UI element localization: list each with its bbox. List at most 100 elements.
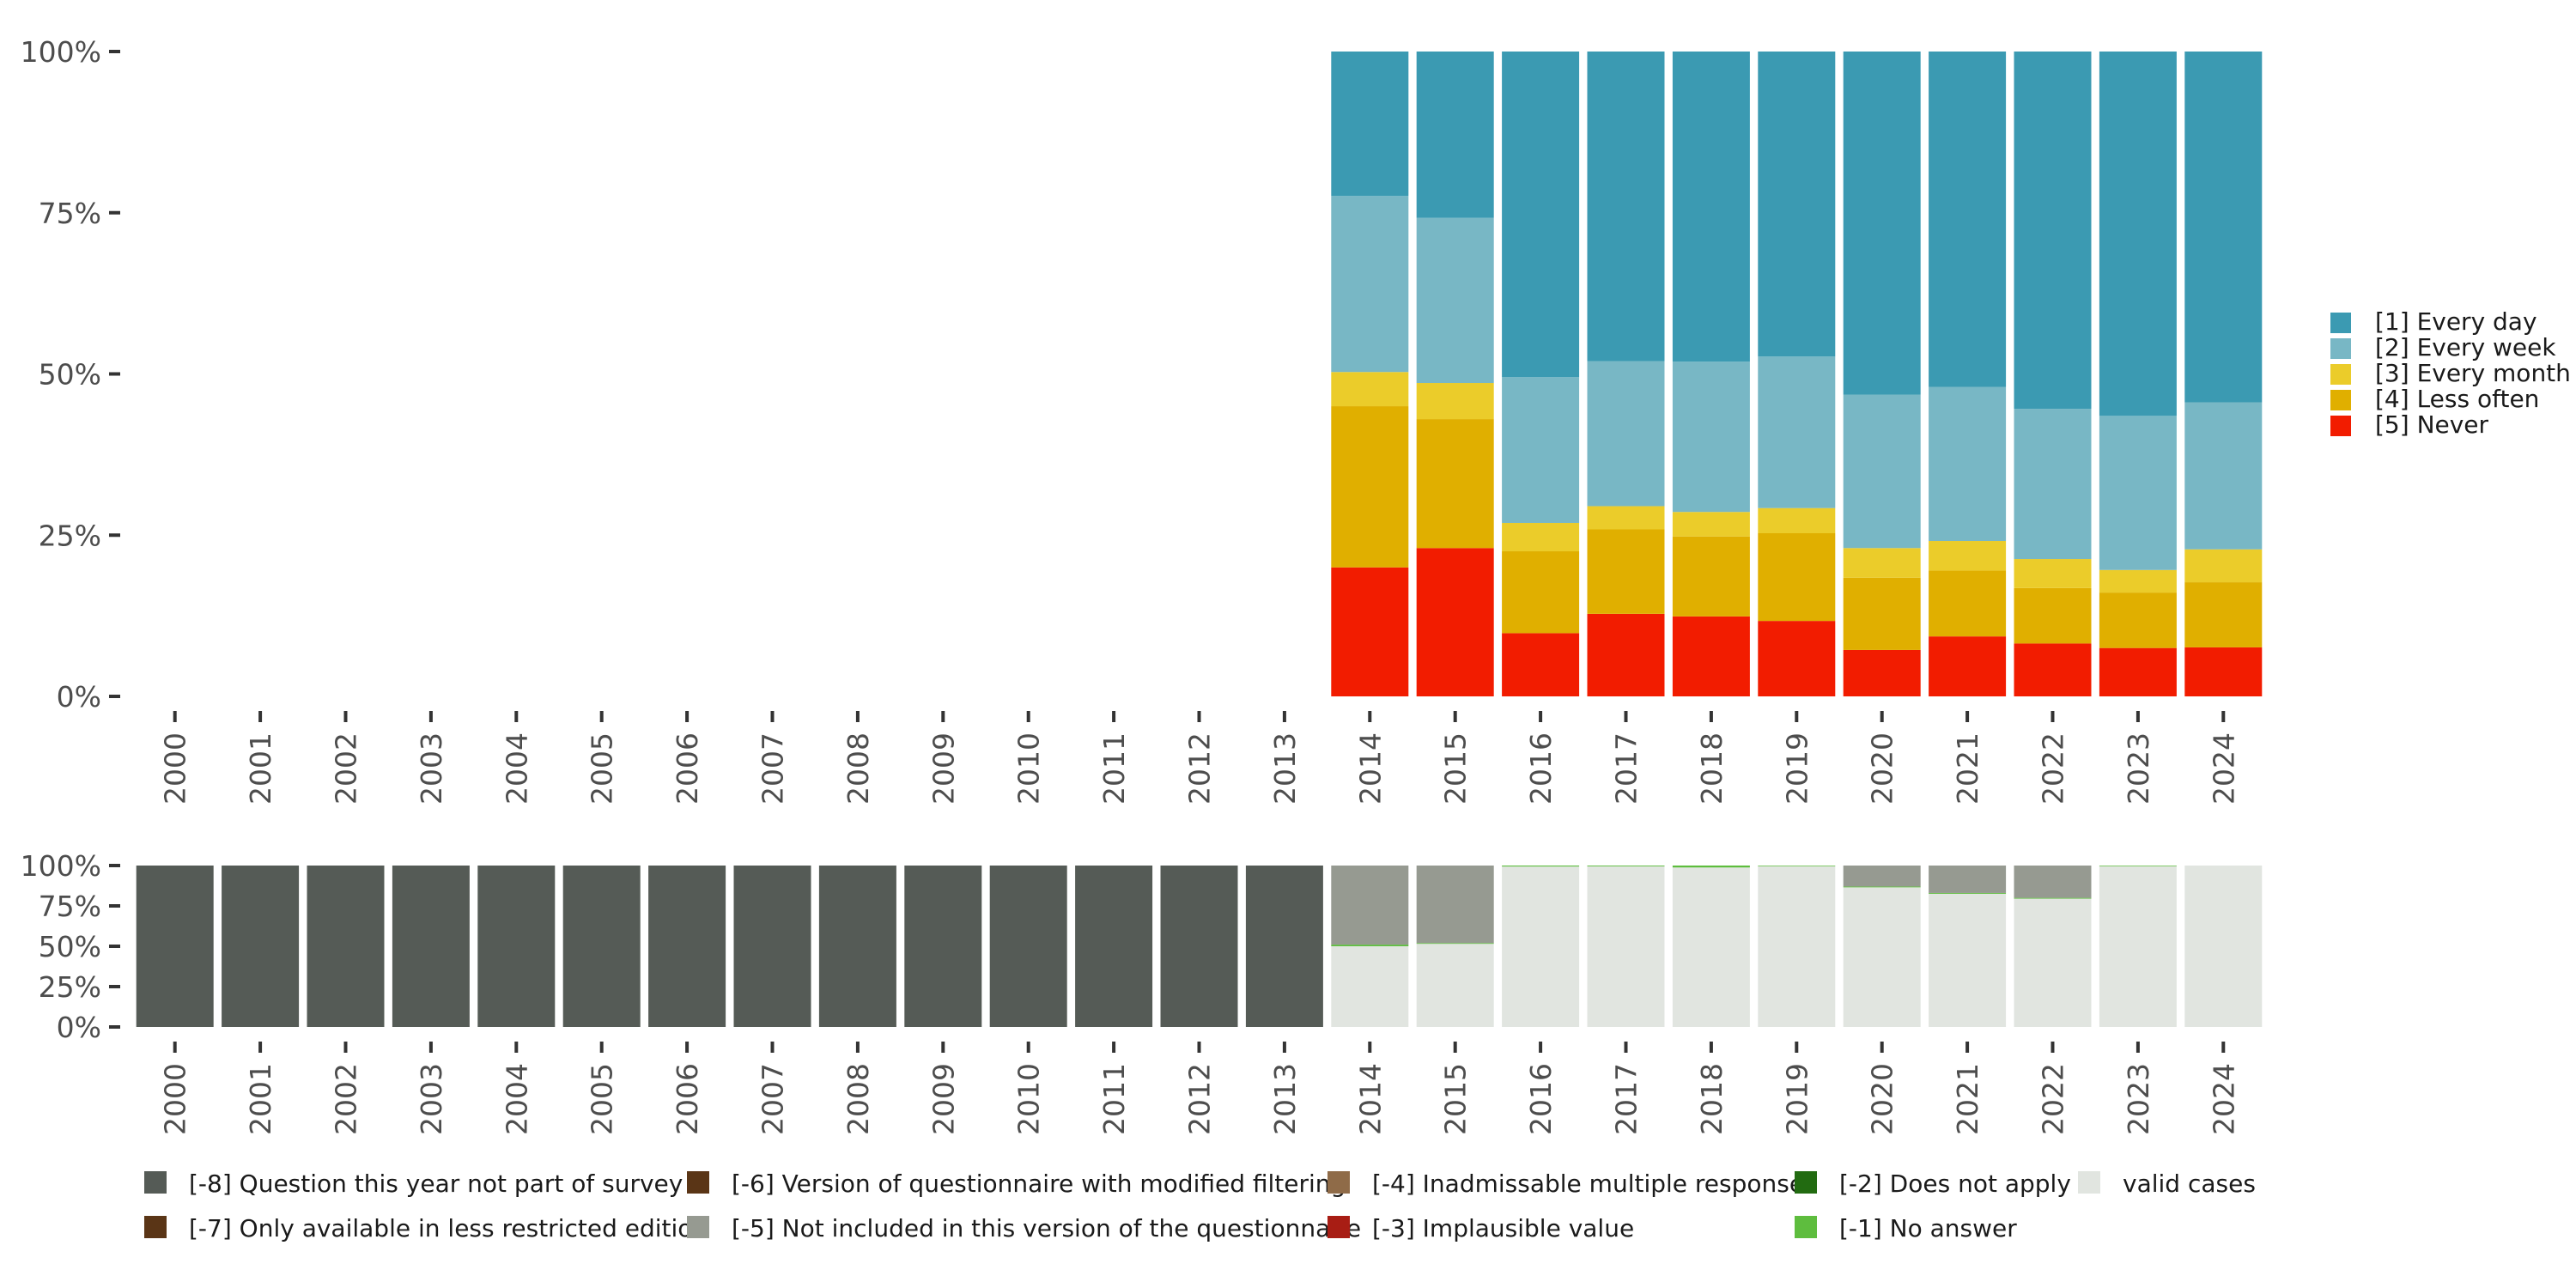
top-bar-segment [2184, 582, 2263, 647]
top-bar-segment [1843, 394, 1921, 549]
bottom-ytick-label: 75% [39, 890, 101, 923]
bottom-bar-segment [1416, 944, 1494, 1027]
top-xtick-label: 2006 [671, 732, 704, 805]
top-xtick-label: 2001 [244, 732, 277, 805]
top-bar-segment [1416, 383, 1494, 420]
bottom-legend: [-8] Question this year not part of surv… [144, 1170, 2256, 1242]
top-bar-segment [1758, 356, 1836, 508]
bottom-bar-segment [989, 866, 1067, 1027]
bottom-legend-label: [-1] No answer [1839, 1214, 2017, 1242]
bottom-xtick-label: 2000 [159, 1063, 192, 1135]
top-bar-segment [1416, 419, 1494, 549]
top-bar-segment [2184, 402, 2263, 550]
top-chart: 0% 25% 50% 75% 100% 2000 2001 2002 2003 2004 2005 2… [21, 35, 2263, 805]
bottom-bar-segment [1843, 866, 1921, 887]
bottom-chart: 0% 25% 50% 75% 100% 2000 2001 2002 2003 2004 2005 2… [21, 849, 2263, 1135]
top-bar-segment [1502, 522, 1580, 552]
bottom-legend-label: valid cases [2123, 1170, 2256, 1198]
top-xtick-label: 2016 [1524, 732, 1558, 805]
top-bar-segment [2014, 643, 2092, 696]
bottom-bar-segment [307, 866, 385, 1027]
bottom-xtick-label: 2024 [2207, 1063, 2240, 1135]
top-bar-segment [2184, 52, 2263, 403]
top-bar-segment [1929, 636, 2007, 696]
bottom-bar-segment [1331, 866, 1409, 945]
bottom-bar-segment [818, 866, 896, 1027]
bottom-bar-segment [1843, 886, 1921, 888]
bottom-bar-segment [1160, 866, 1238, 1027]
bottom-bar-segment [733, 866, 811, 1027]
bottom-legend-label: [-3] Implausible value [1372, 1214, 1634, 1242]
bottom-xtick-label: 2007 [756, 1063, 790, 1135]
top-xtick-label: 2018 [1695, 732, 1728, 805]
top-bar-segment [1929, 570, 2007, 637]
top-bar-segment [1502, 633, 1580, 696]
top-bar-segment [1587, 52, 1665, 361]
top-bar-segment [1331, 567, 1409, 696]
bottom-legend-swatch [144, 1171, 167, 1194]
top-bar-segment [1502, 377, 1580, 523]
bottom-xtick-label: 2003 [415, 1063, 448, 1135]
bottom-legend-label: [-7] Only available in less restricted e… [189, 1214, 708, 1242]
top-bar-segment [1587, 529, 1665, 614]
bottom-xtick-label: 2010 [1012, 1063, 1046, 1135]
top-bar-segment [1929, 52, 2007, 387]
top-bar-segment [1416, 217, 1494, 384]
bottom-legend-swatch [1795, 1216, 1817, 1238]
top-xtick-label: 2015 [1439, 732, 1473, 805]
bottom-legend-label: [-8] Question this year not part of surv… [189, 1170, 683, 1198]
top-xtick-label: 2000 [159, 732, 192, 805]
top-bar-segment [1758, 532, 1836, 622]
bottom-bar-segment [1929, 892, 2007, 894]
top-xtick-label: 2007 [756, 732, 790, 805]
bottom-bar-segment [1245, 866, 1323, 1027]
top-xtick-label: 2004 [500, 732, 533, 805]
top-bar-segment [2014, 559, 2092, 588]
top-bar-segment [1672, 536, 1750, 617]
top-bar-segment [1843, 548, 1921, 578]
top-legend-swatch [2330, 364, 2351, 385]
top-bar-segment [1331, 196, 1409, 373]
top-legend-swatch [2330, 313, 2351, 333]
top-bar-segment [1587, 613, 1665, 696]
bottom-xtick-label: 2005 [586, 1063, 619, 1135]
top-xtick-label: 2003 [415, 732, 448, 805]
top-bar-segment [2184, 549, 2263, 583]
bottom-bar-segment [1502, 866, 1580, 1027]
bottom-xtick-label: 2015 [1439, 1063, 1473, 1135]
top-xtick-label: 2020 [1866, 732, 1899, 805]
bottom-legend-swatch [687, 1216, 709, 1238]
bottom-xtick-label: 2001 [244, 1063, 277, 1135]
bottom-xtick-label: 2006 [671, 1063, 704, 1135]
bottom-bar-segment [1672, 867, 1750, 1027]
bottom-legend-label: [-5] Not included in this version of the… [732, 1214, 1361, 1242]
top-bar-segment [2099, 416, 2177, 570]
top-bar-segment [1929, 386, 2007, 542]
top-legend-label: [5] Never [2375, 410, 2489, 439]
top-xtick-label: 2014 [1353, 732, 1387, 805]
bottom-xtick-label: 2016 [1524, 1063, 1558, 1135]
top-xtick-label: 2002 [330, 732, 363, 805]
bottom-xtick-label: 2009 [927, 1063, 960, 1135]
bottom-bar-segment [904, 866, 982, 1027]
top-bar-segment [1758, 52, 1836, 357]
top-legend-label: [3] Every month [2375, 359, 2571, 387]
top-legend: [1] Every day[2] Every week[3] Every mon… [2330, 307, 2571, 439]
top-ytick-label: 0% [57, 680, 101, 714]
bottom-bar-segment [136, 866, 214, 1027]
top-ytick-label: 50% [39, 358, 101, 392]
top-xtick-label: 2024 [2207, 732, 2240, 805]
top-xtick-label: 2023 [2122, 732, 2155, 805]
bottom-bar-segment [1587, 866, 1665, 1027]
bottom-bar-segment [2014, 897, 2092, 899]
top-xtick-label: 2021 [1951, 732, 1984, 805]
top-bar-segment [1416, 52, 1494, 218]
top-legend-swatch [2330, 390, 2351, 410]
bottom-xtick-label: 2011 [1097, 1063, 1131, 1135]
bottom-legend-swatch [1795, 1171, 1817, 1194]
bottom-xtick-label: 2008 [841, 1063, 875, 1135]
bottom-bar-segment [477, 866, 556, 1027]
top-bar-segment [2099, 592, 2177, 648]
top-bar-segment [1331, 406, 1409, 568]
